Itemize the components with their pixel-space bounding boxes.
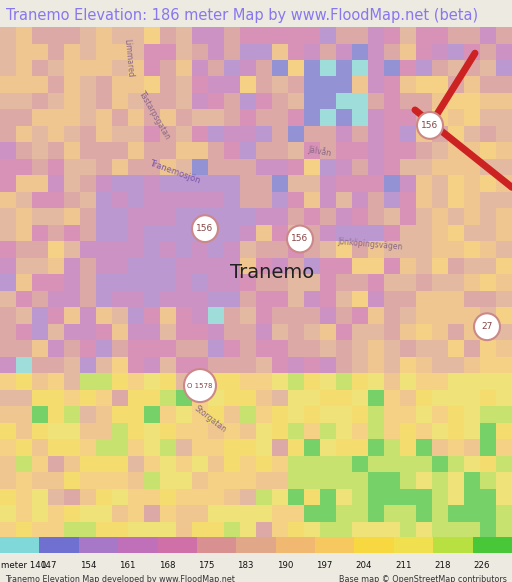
Bar <box>158 537 197 553</box>
Text: 168: 168 <box>159 560 175 570</box>
Bar <box>275 537 315 553</box>
Text: 156: 156 <box>197 224 214 233</box>
Circle shape <box>184 369 216 402</box>
Text: 183: 183 <box>238 560 254 570</box>
Text: 156: 156 <box>421 121 439 130</box>
Text: 190: 190 <box>276 560 293 570</box>
Text: Limmared: Limmared <box>122 38 134 78</box>
Text: Tranemosjön: Tranemosjön <box>148 158 202 185</box>
Bar <box>394 537 433 553</box>
Text: Storgatan: Storgatan <box>193 404 228 435</box>
Bar <box>0 537 39 553</box>
Circle shape <box>192 215 218 242</box>
Bar <box>118 537 158 553</box>
Text: 154: 154 <box>80 560 96 570</box>
Circle shape <box>474 313 500 340</box>
Text: Tranemo: Tranemo <box>230 262 314 282</box>
Text: 147: 147 <box>40 560 57 570</box>
Text: Jälvån: Jälvån <box>308 144 332 158</box>
Text: meter 140: meter 140 <box>1 560 46 570</box>
Bar <box>473 537 512 553</box>
Text: 175: 175 <box>198 560 215 570</box>
Text: 226: 226 <box>474 560 490 570</box>
Text: 156: 156 <box>291 235 309 243</box>
Bar <box>79 537 118 553</box>
Text: 218: 218 <box>434 560 451 570</box>
Bar <box>315 537 354 553</box>
Bar <box>39 537 79 553</box>
Text: Tästarpsgatan: Tästarpsgatan <box>137 89 173 141</box>
Bar <box>354 537 394 553</box>
Text: 27: 27 <box>481 322 493 331</box>
Circle shape <box>417 112 443 139</box>
Text: Base map © OpenStreetMap contributors: Base map © OpenStreetMap contributors <box>339 574 507 582</box>
Text: Tranemo Elevation: 186 meter Map by www.FloodMap.net (beta): Tranemo Elevation: 186 meter Map by www.… <box>6 8 478 23</box>
Text: 161: 161 <box>119 560 136 570</box>
Circle shape <box>287 226 313 253</box>
Text: 197: 197 <box>316 560 332 570</box>
Bar <box>197 537 237 553</box>
Text: 204: 204 <box>355 560 372 570</box>
Text: Tranemo Elevation Map developed by www.FloodMap.net: Tranemo Elevation Map developed by www.F… <box>5 574 235 582</box>
Text: Jönköpingsvägen: Jönköpingsvägen <box>337 237 403 251</box>
Text: 211: 211 <box>395 560 411 570</box>
Bar <box>237 537 275 553</box>
Text: O 1578: O 1578 <box>187 382 213 389</box>
Bar <box>433 537 473 553</box>
